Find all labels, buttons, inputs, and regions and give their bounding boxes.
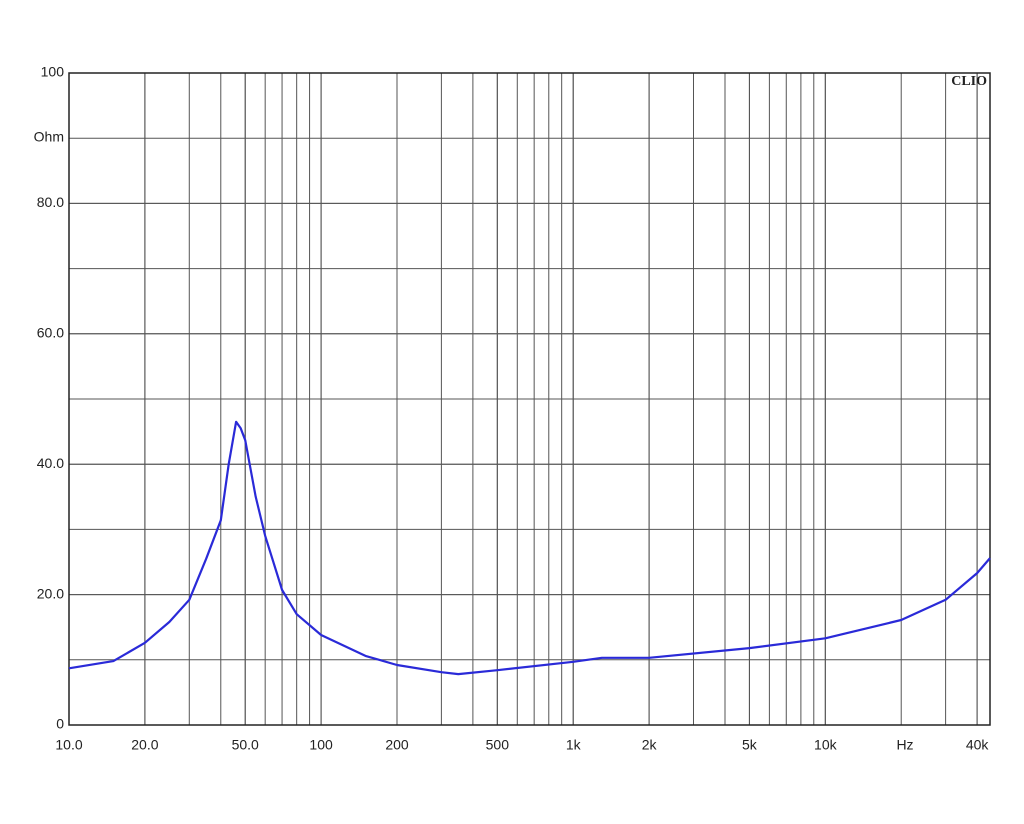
x-tick-label: 100 <box>309 737 333 753</box>
y-tick-label: 0 <box>56 716 64 732</box>
impedance-curve <box>68 420 991 676</box>
y-tick-label: 80.0 <box>37 194 64 210</box>
x-tick-label: 10.0 <box>55 737 82 753</box>
x-axis-unit: Hz <box>896 737 913 753</box>
x-tick-label: 2k <box>642 737 658 753</box>
y-tick-label: 60.0 <box>37 325 64 341</box>
x-tick-label: 5k <box>742 737 758 753</box>
y-tick-label: 100 <box>41 64 65 80</box>
x-tick-label: 40k <box>966 737 990 753</box>
y-tick-label: 20.0 <box>37 585 64 601</box>
x-tick-label: 1k <box>566 737 582 753</box>
plot-frame <box>68 72 991 726</box>
brand-label: CLIO <box>951 74 987 89</box>
x-tick-label: 20.0 <box>131 737 158 753</box>
x-tick-label: 50.0 <box>232 737 259 753</box>
y-axis-unit: Ohm <box>34 129 64 145</box>
x-tick-label: 500 <box>486 737 510 753</box>
y-tick-label: 40.0 <box>37 455 64 471</box>
x-tick-label: 10k <box>814 737 838 753</box>
x-tick-label: 200 <box>385 737 409 753</box>
